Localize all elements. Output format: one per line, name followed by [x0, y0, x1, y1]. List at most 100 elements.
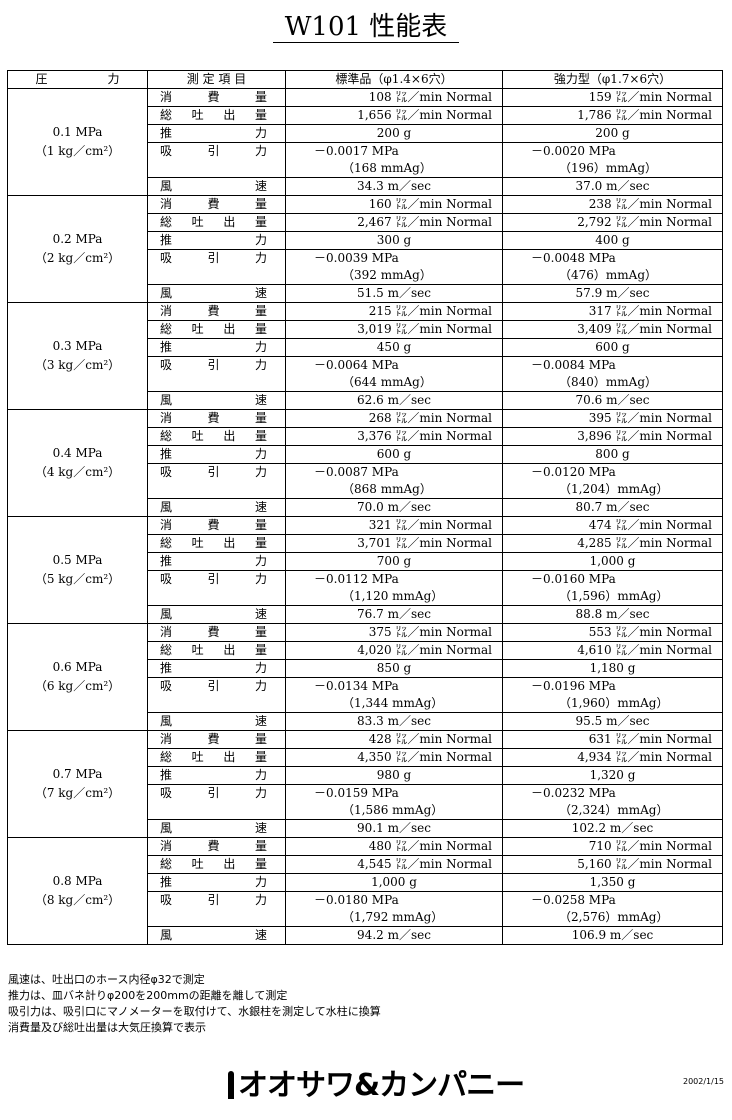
table-row: 推 力 450 g 600 g [8, 338, 723, 357]
strong-total: 4,610 ㍑／min Normal [502, 641, 723, 660]
standard-suction-mmaq: （868 mmAg） [285, 481, 503, 499]
item-label-total: 総 吐 出 量 [147, 427, 286, 446]
item-label-suction: 吸 引 力 [147, 142, 286, 178]
table-row: 総 吐 出 量 3,376 ㍑／min Normal 3,896 ㍑／min Nor… [8, 427, 723, 446]
table-row: 総 吐 出 量 4,350 ㍑／min Normal 4,934 ㍑／min Nor… [8, 748, 723, 767]
strong-suction-mmaq: （1,960）mmAg） [502, 695, 723, 713]
table-row: 0.5 MPa （5 kg／cm²） 消 費 量 321 ㍑／min Normal 47… [7, 516, 723, 624]
strong-suction-mmaq: （1,204）mmAg） [502, 481, 723, 499]
pressure-kg: （2 kg／cm²） [34, 251, 121, 265]
strong-wind: 95.5 m／sec [502, 712, 723, 731]
standard-suction: －0.0159 MPa [285, 784, 503, 802]
table-row: （168 mmAg） （196）mmAg） [8, 160, 723, 178]
table-row: 0.2 MPa （2 kg／cm²） 消 費 量 160 ㍑／min Normal 23… [7, 195, 723, 303]
item-label-wind: 風 速 [147, 284, 286, 303]
pressure-kg: （4 kg／cm²） [34, 465, 121, 479]
standard-wind: 34.3 m／sec [285, 177, 503, 196]
standard-thrust: 300 g [285, 231, 503, 250]
table-row: 推 力 980 g 1,320 g [8, 766, 723, 785]
item-label-suction: 吸 引 力 [147, 570, 286, 606]
strong-thrust: 1,320 g [502, 766, 723, 785]
item-label-thrust: 推 力 [147, 873, 286, 892]
strong-suction: －0.0020 MPa [502, 142, 723, 160]
standard-suction-mmaq: （1,586 mmAg） [285, 802, 503, 820]
strong-thrust: 400 g [502, 231, 723, 250]
standard-thrust: 700 g [285, 552, 503, 571]
strong-consumption: 474 ㍑／min Normal [502, 516, 723, 535]
standard-consumption: 321 ㍑／min Normal [285, 516, 503, 535]
page-title: W101 性能表 [0, 6, 732, 43]
table-row: 推 力 200 g 200 g [8, 124, 723, 143]
standard-thrust: 850 g [285, 659, 503, 678]
strong-suction-mmaq: （196）mmAg） [502, 160, 723, 178]
strong-wind: 88.8 m／sec [502, 605, 723, 624]
item-label-wind: 風 速 [147, 177, 286, 196]
document-date: 2002/1/15 [683, 1077, 725, 1086]
strong-suction-mmaq: （1,596）mmAg） [502, 588, 723, 606]
standard-total: 4,020 ㍑／min Normal [285, 641, 503, 660]
strong-thrust: 800 g [502, 445, 723, 464]
item-label-thrust: 推 力 [147, 124, 286, 143]
header-item: 測 定 項 目 [147, 70, 286, 89]
table-row: 吸 引 力－0.0039 MPa －0.0048 MPa [8, 249, 723, 285]
note: 吸引力は、吸引口にマノメーターを取付けて、水銀柱を測定して水柱に換算 [8, 1005, 381, 1018]
standard-wind: 76.7 m／sec [285, 605, 503, 624]
standard-thrust: 980 g [285, 766, 503, 785]
standard-thrust: 600 g [285, 445, 503, 464]
standard-suction-mmaq: （1,120 mmAg） [285, 588, 503, 606]
item-label-consumption: 消 費 量 [147, 730, 286, 749]
item-label-consumption: 消 費 量 [147, 195, 286, 214]
strong-suction: －0.0120 MPa [502, 463, 723, 481]
standard-consumption: 375 ㍑／min Normal [285, 623, 503, 642]
strong-thrust: 1,000 g [502, 552, 723, 571]
strong-consumption: 159 ㍑／min Normal [502, 88, 723, 107]
table-row: 0.6 MPa （6 kg／cm²） 消 費 量 375 ㍑／min Normal 55… [7, 623, 723, 731]
pressure-cell: 0.7 MPa （7 kg／cm²） [7, 730, 148, 838]
strong-suction-mmaq: （476）mmAg） [502, 267, 723, 285]
item-label-wind: 風 速 [147, 391, 286, 410]
item-label-total: 総 吐 出 量 [147, 213, 286, 232]
standard-suction: －0.0039 MPa [285, 249, 503, 267]
standard-suction-mmaq: （168 mmAg） [285, 160, 503, 178]
strong-thrust: 1,350 g [502, 873, 723, 892]
strong-suction: －0.0160 MPa [502, 570, 723, 588]
strong-wind: 106.9 m／sec [502, 926, 723, 945]
strong-consumption: 631 ㍑／min Normal [502, 730, 723, 749]
item-label-wind: 風 速 [147, 819, 286, 838]
item-label-total: 総 吐 出 量 [147, 748, 286, 767]
item-label-total: 総 吐 出 量 [147, 855, 286, 874]
strong-suction-mmaq: （2,576）mmAg） [502, 909, 723, 927]
header-strong: 強力型（φ1.7×6穴） [502, 70, 723, 89]
pressure-mpa: 0.3 MPa [52, 339, 103, 353]
note: 推力は、皿バネ計りφ200を200mmの距離を離して測定 [8, 989, 288, 1002]
strong-wind: 37.0 m／sec [502, 177, 723, 196]
item-label-suction: 吸 引 力 [147, 891, 286, 927]
standard-total: 4,350 ㍑／min Normal [285, 748, 503, 767]
pressure-mpa: 0.7 MPa [52, 767, 103, 781]
strong-total: 3,409 ㍑／min Normal [502, 320, 723, 339]
standard-total: 3,376 ㍑／min Normal [285, 427, 503, 446]
pressure-kg: （5 kg／cm²） [34, 572, 121, 586]
strong-wind: 80.7 m／sec [502, 498, 723, 517]
table-row: 総 吐 出 量 4,020 ㍑／min Normal 4,610 ㍑／min Nor… [8, 641, 723, 660]
standard-suction: －0.0180 MPa [285, 891, 503, 909]
strong-total: 4,934 ㍑／min Normal [502, 748, 723, 767]
standard-total: 1,656 ㍑／min Normal [285, 106, 503, 125]
strong-consumption: 317 ㍑／min Normal [502, 302, 723, 321]
pressure-kg: （3 kg／cm²） [34, 358, 121, 372]
header-pressure: 圧 力 [7, 70, 148, 89]
item-label-consumption: 消 費 量 [147, 623, 286, 642]
table-row: （644 mmAg） （840）mmAg） [8, 374, 723, 392]
standard-thrust: 450 g [285, 338, 503, 357]
item-label-thrust: 推 力 [147, 231, 286, 250]
standard-suction-mmaq: （1,344 mmAg） [285, 695, 503, 713]
item-label-consumption: 消 費 量 [147, 302, 286, 321]
standard-total: 2,467 ㍑／min Normal [285, 213, 503, 232]
strong-suction: －0.0048 MPa [502, 249, 723, 267]
item-label-total: 総 吐 出 量 [147, 534, 286, 553]
pressure-mpa: 0.8 MPa [52, 874, 103, 888]
pressure-kg: （6 kg／cm²） [34, 679, 121, 693]
standard-suction-mmaq: （1,792 mmAg） [285, 909, 503, 927]
item-label-wind: 風 速 [147, 712, 286, 731]
table-row: 0.1 MPa （1 kg／cm²） 消 費 量 108 ㍑／min Normal 15… [7, 88, 723, 196]
